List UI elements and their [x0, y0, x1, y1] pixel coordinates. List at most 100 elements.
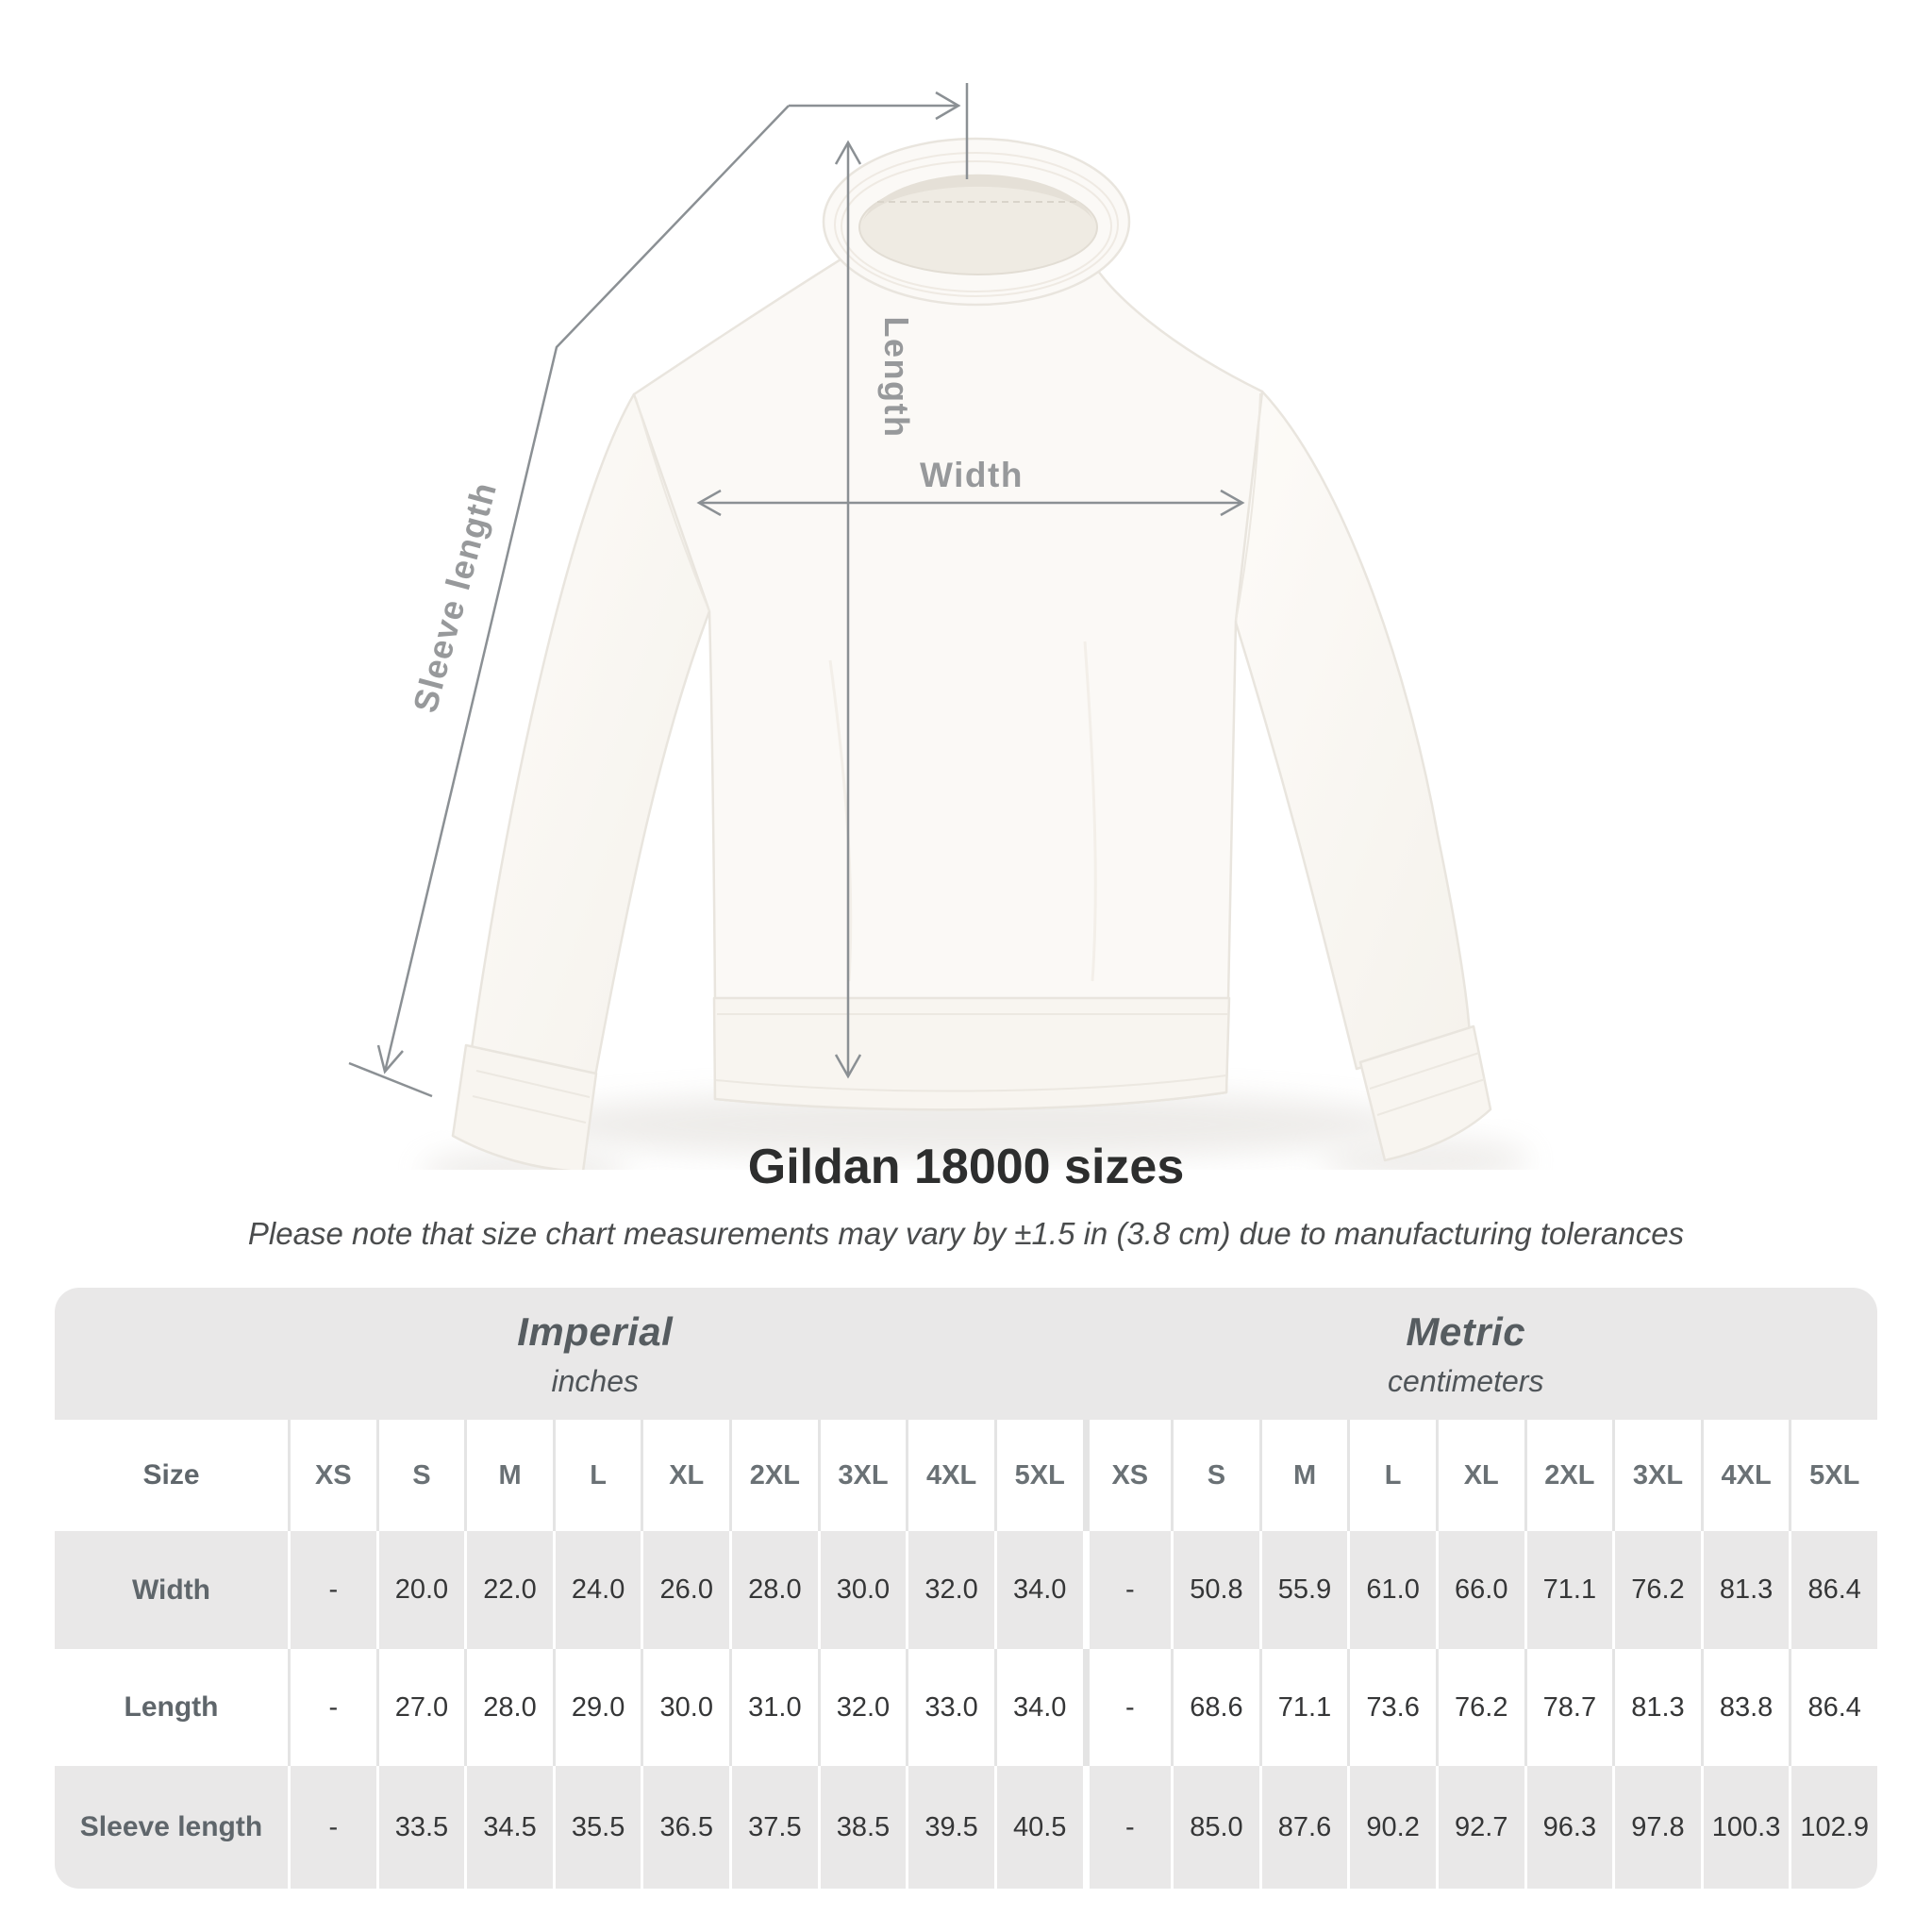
size-header-imperial: 3XL	[817, 1420, 907, 1531]
sweatshirt-collar	[822, 137, 1131, 307]
metric-value-cell: 76.2	[1612, 1531, 1701, 1649]
size-header-metric: 5XL	[1789, 1420, 1877, 1531]
metric-value-cell: 66.0	[1435, 1531, 1524, 1649]
sweatshirt-right-sleeve	[1233, 390, 1472, 1071]
sleeve-start-line	[789, 83, 969, 179]
sleeve-length-measure-label: Sleeve length	[406, 477, 505, 717]
metric-value-cell: 86.4	[1789, 1649, 1877, 1766]
metric-value-cell: -	[1082, 1649, 1172, 1766]
imperial-value-cell: 33.5	[375, 1766, 465, 1889]
size-header-metric: 2XL	[1524, 1420, 1613, 1531]
row-label: Length	[55, 1649, 288, 1766]
imperial-value-cell: 31.0	[729, 1649, 818, 1766]
metric-value-cell: 68.6	[1171, 1649, 1259, 1766]
size-grid: Imperial inches Metric centimeters Size X…	[55, 1288, 1877, 1889]
armhole-seams	[635, 392, 1261, 622]
metric-value-cell: 92.7	[1435, 1766, 1524, 1889]
size-header-imperial: M	[464, 1420, 553, 1531]
left-cuff-stitching	[472, 1070, 591, 1124]
metric-value-cell: 78.7	[1524, 1649, 1613, 1766]
right-cuff-stitching	[1369, 1052, 1486, 1116]
metric-value-cell: 61.0	[1347, 1531, 1436, 1649]
imperial-value-cell: 35.5	[552, 1766, 641, 1889]
size-header-imperial: 4XL	[906, 1420, 994, 1531]
sweatshirt-body	[632, 243, 1264, 1111]
size-header-metric: XS	[1082, 1420, 1172, 1531]
imperial-value-cell: 29.0	[552, 1649, 641, 1766]
imperial-value-cell: 28.0	[464, 1649, 553, 1766]
size-header-imperial: 5XL	[993, 1420, 1083, 1531]
imperial-value-cell: 33.0	[906, 1649, 994, 1766]
imperial-value-cell: 28.0	[729, 1531, 818, 1649]
imperial-value-cell: 24.0	[552, 1531, 641, 1649]
imperial-value-cell: 37.5	[729, 1766, 818, 1889]
metric-value-cell: 50.8	[1171, 1531, 1259, 1649]
metric-value-cell: 81.3	[1612, 1649, 1701, 1766]
metric-unit-label: centimeters	[1388, 1363, 1544, 1398]
imperial-value-cell: 22.0	[464, 1531, 553, 1649]
row-label: Width	[55, 1531, 288, 1649]
metric-value-cell: 55.9	[1258, 1531, 1348, 1649]
imperial-value-cell: -	[288, 1531, 376, 1649]
page-title: Gildan 18000 sizes	[747, 1140, 1185, 1194]
imperial-value-cell: 20.0	[375, 1531, 465, 1649]
imperial-label: Imperial	[517, 1308, 674, 1354]
size-header-metric: S	[1171, 1420, 1259, 1531]
size-header-metric: M	[1258, 1420, 1348, 1531]
right-arrowhead-icon	[935, 91, 961, 121]
imperial-value-cell: 32.0	[906, 1531, 994, 1649]
metric-value-cell: 100.3	[1700, 1766, 1790, 1889]
imperial-value-cell: 36.5	[641, 1766, 730, 1889]
imperial-value-cell: 38.5	[817, 1766, 907, 1889]
size-header-imperial: XL	[641, 1420, 730, 1531]
metric-value-cell: 83.8	[1700, 1649, 1790, 1766]
size-column-header: Size	[55, 1420, 288, 1531]
up-arrowhead-icon	[834, 140, 862, 165]
metric-value-cell: 81.3	[1700, 1531, 1790, 1649]
size-header-imperial: XS	[288, 1420, 376, 1531]
imperial-value-cell: 34.5	[464, 1766, 553, 1889]
metric-value-cell: 85.0	[1171, 1766, 1259, 1889]
metric-label: Metric	[1406, 1308, 1526, 1354]
imperial-value-cell: 34.0	[993, 1531, 1083, 1649]
size-header-imperial: 2XL	[729, 1420, 818, 1531]
metric-value-cell: 71.1	[1524, 1531, 1613, 1649]
imperial-value-cell: 39.5	[906, 1766, 994, 1889]
waistband-stitching	[715, 1013, 1228, 1092]
metric-value-cell: 97.8	[1612, 1766, 1701, 1889]
imperial-unit-label: inches	[551, 1363, 640, 1398]
metric-value-cell: 96.3	[1524, 1766, 1613, 1889]
imperial-value-cell: 34.0	[993, 1649, 1083, 1766]
metric-value-cell: 86.4	[1789, 1531, 1877, 1649]
size-header-imperial: L	[552, 1420, 641, 1531]
down-arrowhead-icon	[376, 1044, 404, 1074]
imperial-value-cell: 40.5	[993, 1766, 1083, 1889]
sweatshirt-figure: Length Width Sleeve length	[348, 83, 1530, 1170]
metric-value-cell: 76.2	[1435, 1649, 1524, 1766]
table-header-metric: Metric centimeters	[1082, 1288, 1877, 1420]
metric-value-cell: -	[1082, 1531, 1172, 1649]
metric-value-cell: 71.1	[1258, 1649, 1348, 1766]
sleeve-end-tick	[348, 1061, 433, 1098]
imperial-value-cell: -	[288, 1766, 376, 1889]
right-arrowhead-icon	[1220, 489, 1245, 517]
length-measure-label: Length	[877, 317, 916, 439]
metric-value-cell: -	[1082, 1766, 1172, 1889]
metric-value-cell: 102.9	[1789, 1766, 1877, 1889]
width-measure-label: Width	[920, 456, 1024, 494]
width-line	[696, 489, 1245, 517]
page-subtitle: Please note that size chart measurements…	[247, 1216, 1685, 1251]
size-header-metric: L	[1347, 1420, 1436, 1531]
length-line	[834, 140, 862, 1079]
imperial-value-cell: 30.0	[641, 1649, 730, 1766]
sleeve-length-line	[348, 105, 790, 1098]
imperial-value-cell: 30.0	[817, 1531, 907, 1649]
measurement-lines	[348, 83, 1245, 1098]
size-header-imperial: S	[375, 1420, 465, 1531]
left-arrowhead-icon	[696, 489, 722, 517]
row-label: Sleeve length	[55, 1766, 288, 1889]
imperial-value-cell: 32.0	[817, 1649, 907, 1766]
size-header-metric: XL	[1435, 1420, 1524, 1531]
size-table: Imperial inches Metric centimeters Size X…	[55, 1288, 1877, 1889]
size-header-metric: 4XL	[1700, 1420, 1790, 1531]
